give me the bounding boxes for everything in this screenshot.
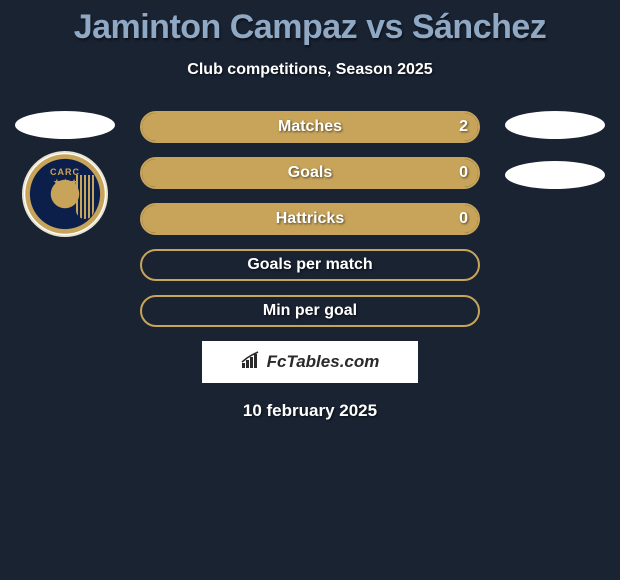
stat-bar-label: Matches (142, 113, 478, 141)
player-left-avatar (15, 111, 115, 139)
stat-bar: Matches2 (140, 111, 480, 143)
player-left-column: ★ ★ ★ (10, 111, 120, 237)
date-line: 10 february 2025 (0, 401, 620, 421)
stat-bar: Goals0 (140, 157, 480, 189)
stat-bar-label: Hattricks (142, 205, 478, 233)
stat-bar-right-value: 2 (459, 113, 468, 141)
stat-bar: Hattricks0 (140, 203, 480, 235)
player-right-column (500, 111, 610, 201)
comparison-panel: ★ ★ ★ Matches2Goals0Hattricks0Goals per … (0, 111, 620, 421)
stat-bar-label: Min per goal (142, 297, 478, 325)
stat-bar: Goals per match (140, 249, 480, 281)
subtitle: Club competitions, Season 2025 (0, 61, 620, 79)
stat-bar-label: Goals (142, 159, 478, 187)
club-stripes-icon (76, 175, 94, 219)
brand-text: FcTables.com (267, 352, 380, 372)
stat-bars: Matches2Goals0Hattricks0Goals per matchM… (140, 111, 480, 327)
stat-bar-right-value: 0 (459, 205, 468, 233)
player-left-club-logo: ★ ★ ★ (22, 151, 108, 237)
player-right-avatar (505, 111, 605, 139)
stat-bar-right-value: 0 (459, 159, 468, 187)
brand-box: FcTables.com (202, 341, 418, 383)
stat-bar: Min per goal (140, 295, 480, 327)
page-title: Jaminton Campaz vs Sánchez (0, 0, 620, 47)
stat-bar-label: Goals per match (142, 251, 478, 279)
brand-chart-icon (241, 351, 263, 374)
player-right-club-placeholder (505, 161, 605, 189)
